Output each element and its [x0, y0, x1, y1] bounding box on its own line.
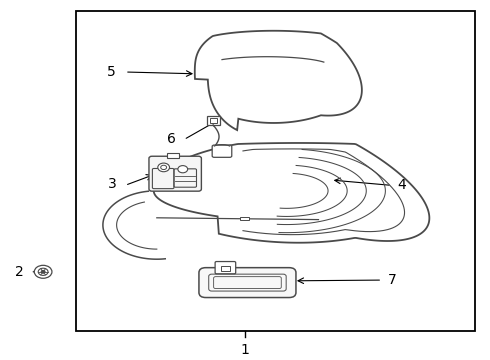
Polygon shape	[154, 143, 429, 243]
FancyBboxPatch shape	[149, 156, 201, 191]
Text: 5: 5	[107, 65, 116, 79]
FancyBboxPatch shape	[212, 145, 232, 157]
Bar	[167, 153, 179, 158]
Text: 7: 7	[388, 273, 396, 287]
Bar	[240, 217, 249, 220]
Polygon shape	[195, 31, 362, 130]
Text: 4: 4	[397, 179, 406, 192]
Bar	[220, 266, 230, 271]
FancyBboxPatch shape	[199, 268, 296, 297]
Circle shape	[178, 166, 188, 173]
Circle shape	[41, 270, 45, 273]
Text: 6: 6	[167, 132, 176, 145]
Circle shape	[158, 163, 170, 172]
Ellipse shape	[214, 149, 230, 153]
Text: 2: 2	[15, 265, 24, 279]
Circle shape	[34, 265, 52, 278]
Text: 3: 3	[108, 177, 117, 191]
Text: 1: 1	[241, 343, 249, 357]
Bar	[76, 11, 475, 331]
Bar	[207, 116, 220, 125]
Bar	[210, 118, 217, 123]
FancyBboxPatch shape	[215, 261, 236, 274]
